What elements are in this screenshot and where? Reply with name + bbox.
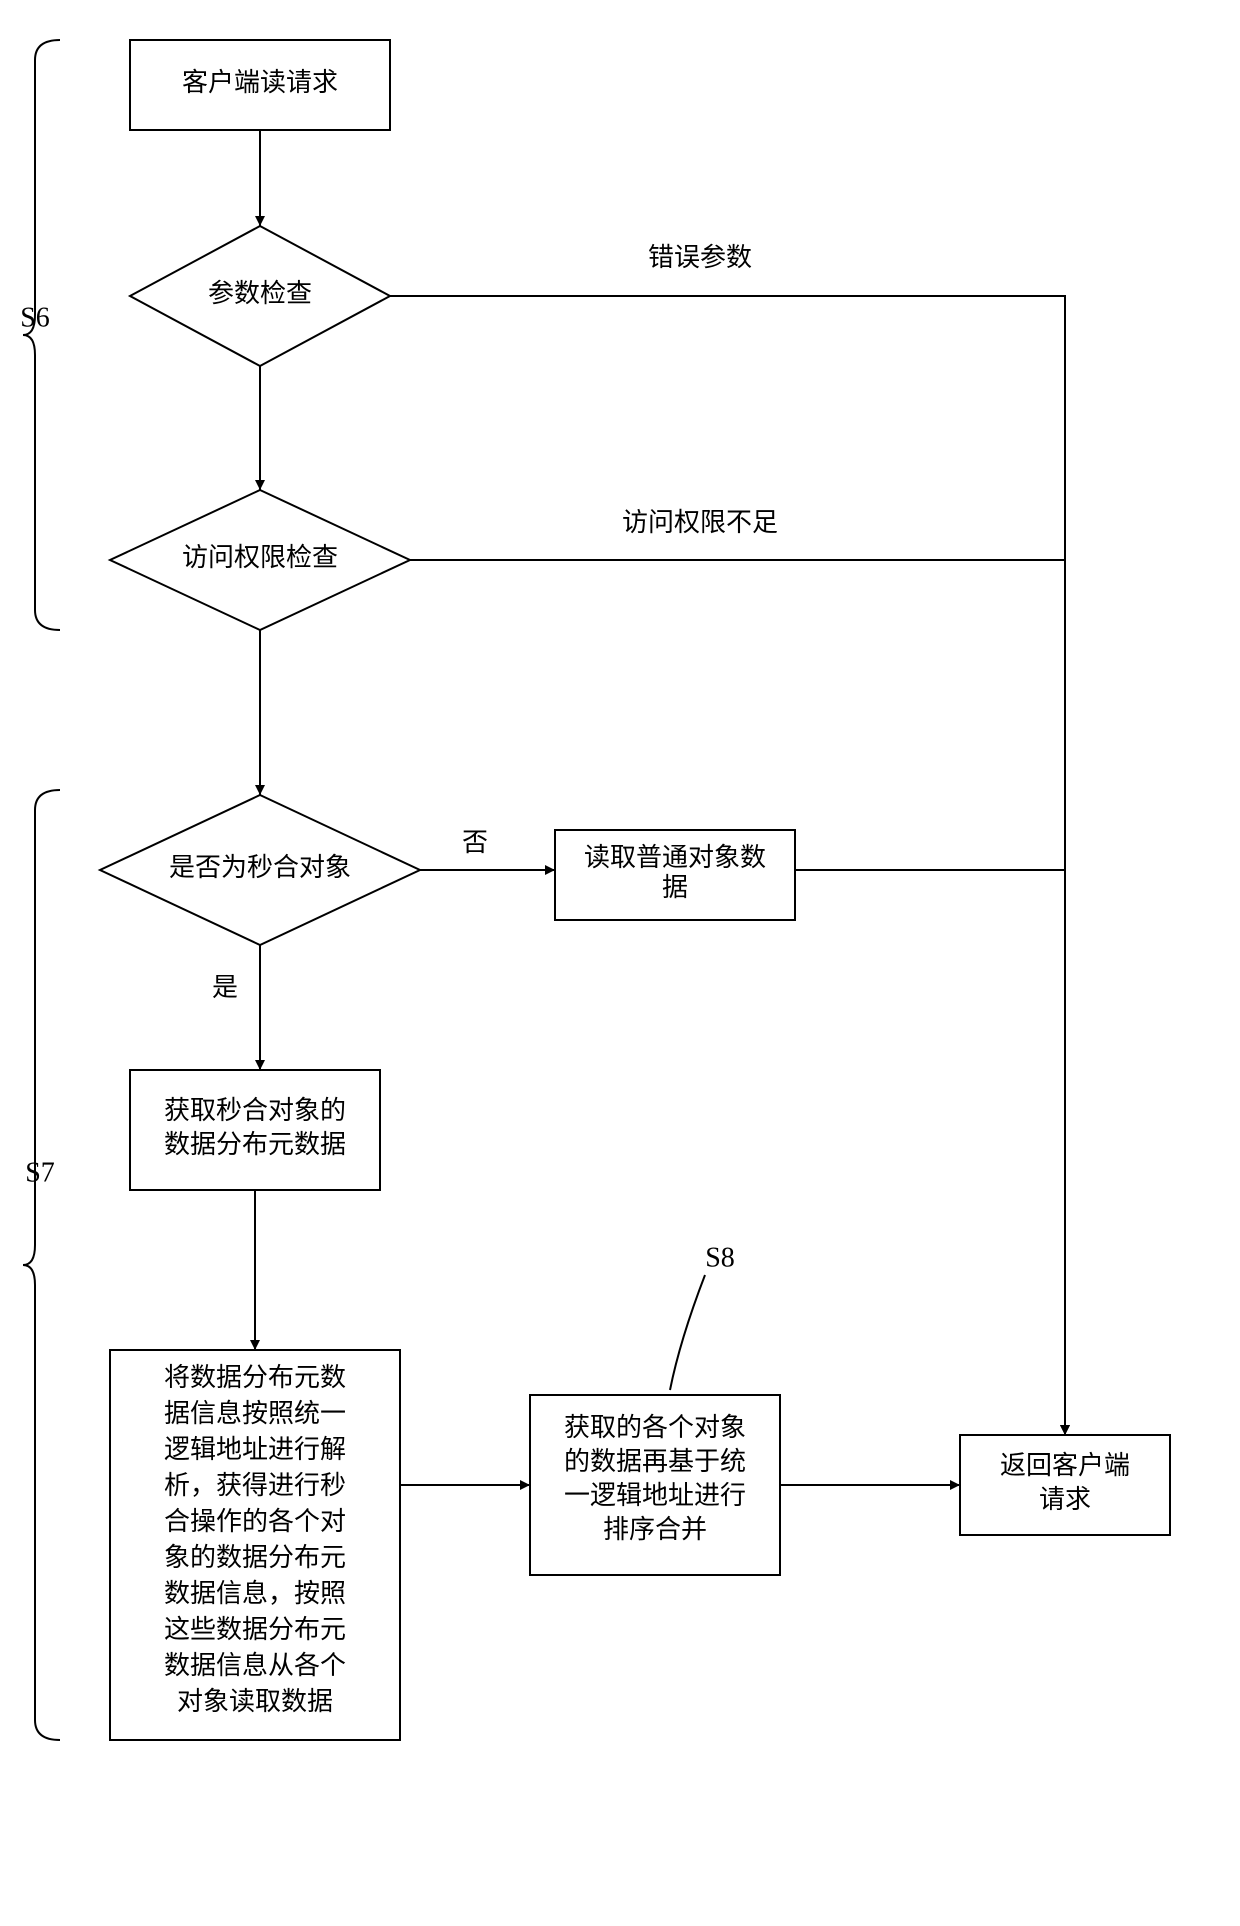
svg-text:逻辑地址进行解: 逻辑地址进行解 [164, 1435, 346, 1464]
svg-text:析，获得进行秒: 析，获得进行秒 [164, 1471, 346, 1500]
svg-text:合操作的各个对: 合操作的各个对 [164, 1507, 346, 1536]
svg-text:S6: S6 [20, 302, 50, 333]
svg-text:访问权限检查: 访问权限检查 [182, 543, 338, 572]
svg-text:客户端读请求: 客户端读请求 [182, 68, 338, 97]
svg-text:这些数据分布元: 这些数据分布元 [164, 1615, 346, 1644]
svg-text:一逻辑地址进行: 一逻辑地址进行 [564, 1481, 746, 1510]
svg-text:错误参数: 错误参数 [648, 243, 752, 272]
svg-text:据信息按照统一: 据信息按照统一 [164, 1399, 346, 1428]
svg-text:S7: S7 [25, 1157, 55, 1188]
svg-text:请求: 请求 [1039, 1485, 1091, 1514]
svg-text:排序合并: 排序合并 [603, 1515, 707, 1544]
svg-text:对象读取数据: 对象读取数据 [177, 1687, 333, 1716]
svg-text:读取普通对象数: 读取普通对象数 [584, 843, 766, 872]
svg-text:象的数据分布元: 象的数据分布元 [164, 1543, 346, 1572]
svg-text:数据分布元数据: 数据分布元数据 [164, 1130, 346, 1159]
svg-text:数据信息，按照: 数据信息，按照 [164, 1579, 346, 1608]
svg-text:据: 据 [662, 873, 688, 902]
svg-text:数据信息从各个: 数据信息从各个 [164, 1651, 346, 1680]
svg-text:否: 否 [462, 828, 488, 857]
svg-text:返回客户端: 返回客户端 [1000, 1451, 1130, 1480]
svg-text:的数据再基于统: 的数据再基于统 [564, 1447, 746, 1476]
svg-text:访问权限不足: 访问权限不足 [622, 508, 778, 537]
svg-text:参数检查: 参数检查 [208, 279, 312, 308]
svg-text:获取秒合对象的: 获取秒合对象的 [164, 1096, 346, 1125]
svg-text:将数据分布元数: 将数据分布元数 [164, 1363, 346, 1392]
svg-text:获取的各个对象: 获取的各个对象 [564, 1413, 746, 1442]
svg-text:S8: S8 [705, 1242, 735, 1273]
svg-text:是: 是 [212, 973, 238, 1002]
svg-text:是否为秒合对象: 是否为秒合对象 [169, 853, 351, 882]
